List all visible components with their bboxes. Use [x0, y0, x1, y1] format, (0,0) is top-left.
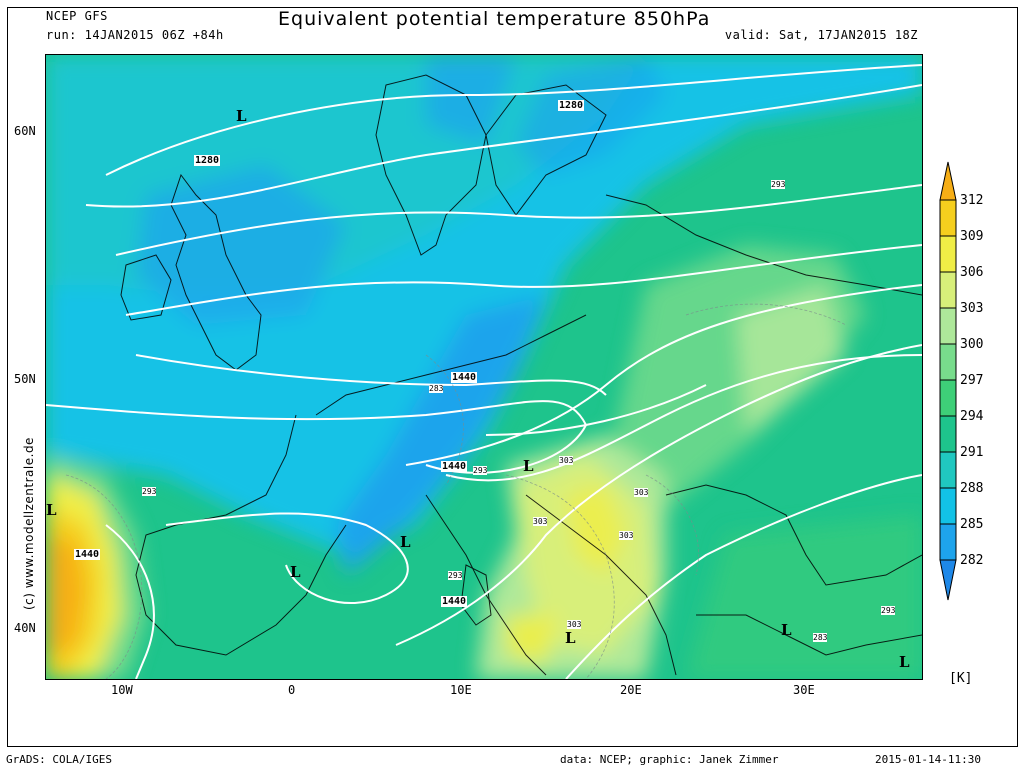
map-panel: 1280 1280 1440 1440 1440 1440 293 283 29… [45, 54, 923, 680]
theta-label: 293 [473, 466, 488, 475]
theta-label: 283 [429, 384, 444, 393]
theta-label: 303 [533, 517, 548, 526]
theta-label: 293 [771, 180, 786, 189]
lon-tick-label: 0 [288, 683, 296, 697]
low-pressure-marker: L [565, 629, 576, 647]
lat-tick-label: 60N [14, 124, 36, 138]
low-pressure-marker: L [46, 501, 57, 519]
theta-label: 293 [448, 571, 463, 580]
footer-credit: data: NCEP; graphic: Janek Zimmer [560, 753, 779, 766]
lon-tick-label: 30E [793, 683, 815, 697]
colorbar-top-arrow [939, 161, 957, 201]
lon-tick-label: 10W [111, 683, 133, 697]
low-pressure-marker: L [781, 621, 792, 639]
colorbar-level: 300 [960, 337, 984, 352]
low-pressure-marker: L [236, 107, 247, 125]
coastlines [120, 74, 922, 676]
colorbar-segment [939, 307, 957, 345]
footer-timestamp: 2015-01-14-11:30 [875, 753, 981, 766]
theta-label: 303 [567, 620, 582, 629]
low-pressure-marker: L [400, 533, 411, 551]
run-label: run: 14JAN2015 06Z +84h [46, 28, 224, 42]
plot-frame [7, 7, 1018, 747]
colorbar-segment [939, 271, 957, 309]
theta-label: 293 [881, 606, 896, 615]
theta-label: 303 [619, 531, 634, 540]
colorbar-segment [939, 379, 957, 417]
low-pressure-marker: L [290, 563, 301, 581]
height-label: 1440 [74, 549, 101, 560]
theta-label: 283 [813, 633, 828, 642]
colorbar-segment [939, 415, 957, 453]
colorbar-level: 282 [960, 553, 984, 568]
theta-label: 303 [559, 456, 574, 465]
colorbar-level: 306 [960, 265, 984, 280]
height-contours [46, 64, 922, 679]
colorbar-level: 285 [960, 517, 984, 532]
colorbar [939, 161, 957, 601]
colorbar-segment [939, 487, 957, 525]
low-pressure-marker: L [899, 653, 910, 671]
colorbar-segment [939, 343, 957, 381]
colorbar-segment [939, 199, 957, 237]
theta-label: 303 [634, 488, 649, 497]
colorbar-level: 297 [960, 373, 984, 388]
colorbar-level: 291 [960, 445, 984, 460]
height-label: 1440 [441, 596, 468, 607]
colorbar-level: 312 [960, 193, 984, 208]
lat-tick-label: 50N [14, 372, 36, 386]
height-label: 1440 [441, 461, 468, 472]
colorbar-segment [939, 451, 957, 489]
colorbar-level: 294 [960, 409, 984, 424]
colorbar-level: 303 [960, 301, 984, 316]
colorbar-bottom-arrow [939, 559, 957, 601]
colorbar-unit: [K] [949, 671, 973, 686]
height-label: 1440 [451, 372, 478, 383]
model-label: NCEP GFS [46, 9, 108, 23]
theta-label: 293 [142, 487, 157, 496]
lon-tick-label: 20E [620, 683, 642, 697]
colorbar-level: 288 [960, 481, 984, 496]
height-label: 1280 [194, 155, 221, 166]
colorbar-segment [939, 235, 957, 273]
lat-tick-label: 40N [14, 621, 36, 635]
chart-title: Equivalent potential temperature 850hPa [278, 8, 711, 30]
theta-e-map [46, 55, 922, 679]
watermark: (c) www.modellzentrale.de [22, 437, 36, 610]
lon-tick-label: 10E [450, 683, 472, 697]
footer-software: GrADS: COLA/IGES [6, 753, 112, 766]
valid-time-label: valid: Sat, 17JAN2015 18Z [724, 28, 918, 42]
colorbar-level: 309 [960, 229, 984, 244]
low-pressure-marker: L [523, 457, 534, 475]
colorbar-segment [939, 523, 957, 561]
height-label: 1280 [558, 100, 585, 111]
